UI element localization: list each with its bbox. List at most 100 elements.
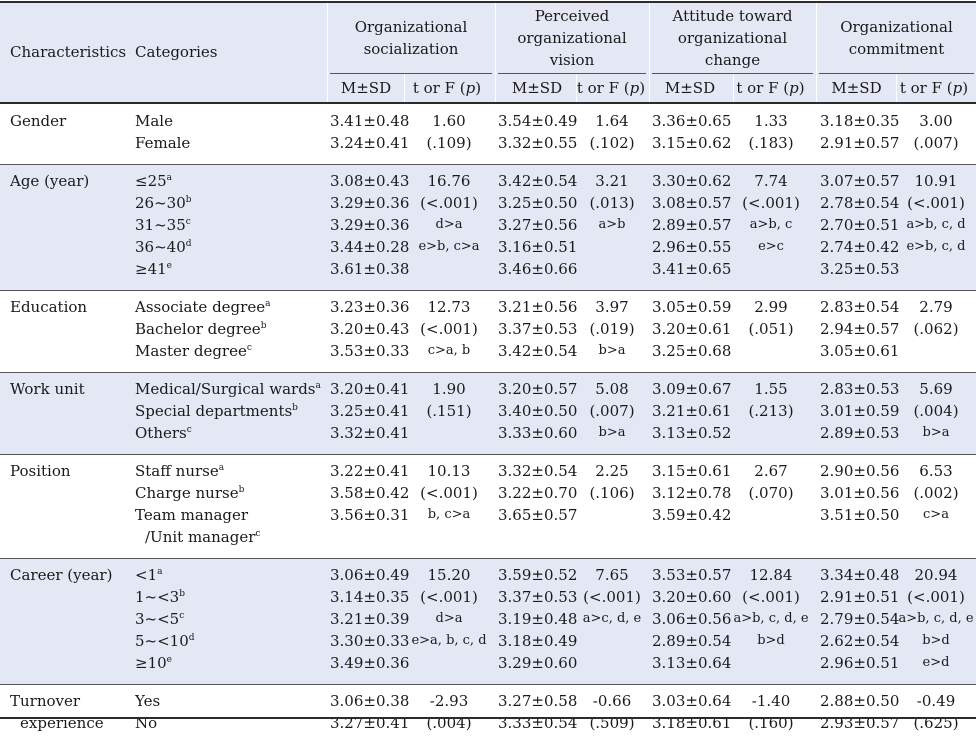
- header-p-label: p: [789, 79, 799, 97]
- category-text: 3~<5: [135, 610, 180, 628]
- section-label: Turnover: [10, 692, 81, 710]
- test-statistic-value: (.062): [913, 320, 959, 338]
- header-group-underline: [498, 73, 646, 74]
- test-statistic-value: d>a: [435, 611, 463, 626]
- mean-sd-value: 3.58±0.42: [330, 484, 410, 502]
- test-statistic-value: (.019): [589, 320, 635, 338]
- test-statistic-value: (<.001): [420, 194, 478, 212]
- mean-sd-value: 3.24±0.41: [330, 134, 410, 152]
- category-label: Staff nursea: [135, 460, 224, 482]
- test-statistic-value: -1.40: [751, 692, 791, 710]
- category-text: <1: [135, 566, 158, 584]
- mean-sd-value: 3.49±0.36: [330, 654, 410, 672]
- section-band: [0, 290, 976, 372]
- mean-sd-value: 3.27±0.58: [498, 692, 578, 710]
- category-label: <1a: [135, 564, 163, 586]
- mean-sd-value: 2.62±0.54: [820, 632, 900, 650]
- mean-sd-value: 3.22±0.41: [330, 462, 410, 480]
- test-statistic-value: (.002): [913, 484, 959, 502]
- header-group-title-line: commitment: [848, 40, 945, 58]
- header-column-divider: [327, 2, 328, 102]
- category-label: No: [135, 712, 157, 734]
- category-superscript: b: [185, 195, 192, 205]
- category-label: 31~35c: [135, 214, 191, 236]
- test-statistic-value: 20.94: [914, 566, 958, 584]
- test-statistic-value: (.007): [913, 134, 959, 152]
- test-statistic-value: c>a, b: [427, 343, 471, 358]
- category-superscript: b: [292, 403, 298, 413]
- header-t-or-f: t or F (p): [400, 77, 494, 99]
- header-paren-close: ): [798, 79, 805, 97]
- test-statistic-value: 1.64: [595, 112, 629, 130]
- section-label: Age (year): [10, 172, 90, 190]
- test-statistic-value: (.106): [589, 484, 635, 502]
- section-divider: [0, 164, 976, 165]
- test-statistic-value: 1.60: [432, 112, 466, 130]
- category-text: Charge nurse: [135, 484, 239, 502]
- test-statistic-value: a>b, c, d: [906, 217, 966, 232]
- mean-sd-value: 3.08±0.57: [652, 194, 732, 212]
- category-label: Othersc: [135, 422, 192, 444]
- header-group-title-line: Organizational: [840, 18, 953, 36]
- category-superscript: c: [185, 217, 191, 227]
- header-paren-close: ): [962, 79, 969, 97]
- test-statistic-value: (.183): [748, 134, 794, 152]
- test-statistic-value: a>c, d, e: [582, 611, 642, 626]
- category-text: ≥41: [135, 260, 167, 278]
- test-statistic-value: e>d: [922, 655, 950, 670]
- section-divider: [0, 290, 976, 291]
- header-t-or-f-label: t or F (: [576, 79, 630, 97]
- mean-sd-value: 3.25±0.50: [498, 194, 578, 212]
- header-paren-close: ): [639, 79, 646, 97]
- category-label: 1~<3b: [135, 586, 185, 608]
- test-statistic-value: 2.67: [754, 462, 788, 480]
- test-statistic-value: e>a, b, c, d: [411, 633, 487, 648]
- mean-sd-value: 3.20±0.57: [498, 380, 578, 398]
- section-label: Work unit: [10, 380, 85, 398]
- mean-sd-value: 3.29±0.60: [498, 654, 578, 672]
- mean-sd-value: 3.13±0.64: [652, 654, 732, 672]
- header-column-divider: [495, 2, 496, 102]
- category-label: Medical/Surgical wardsa: [135, 378, 321, 400]
- mean-sd-value: 3.18±0.49: [498, 632, 578, 650]
- mean-sd-value: 2.96±0.51: [820, 654, 900, 672]
- test-statistic-value: (.102): [589, 134, 635, 152]
- table-bottom-rule: [0, 717, 976, 719]
- section-divider: [0, 558, 976, 559]
- test-statistic-value: b>d: [757, 633, 785, 648]
- category-text: Male: [135, 112, 173, 130]
- header-group-title-line: change: [704, 51, 761, 69]
- test-statistic-value: -0.66: [592, 692, 632, 710]
- mean-sd-value: 2.74±0.42: [820, 238, 900, 256]
- mean-sd-value: 3.25±0.41: [330, 402, 410, 420]
- test-statistic-value: a>b, c, d, e: [733, 611, 809, 626]
- mean-sd-value: 2.70±0.51: [820, 216, 900, 234]
- section-divider: [0, 454, 976, 455]
- test-statistic-value: 3.00: [919, 112, 953, 130]
- mean-sd-value: 3.54±0.49: [498, 112, 578, 130]
- test-statistic-value: e>b, c, d: [906, 239, 966, 254]
- mean-sd-value: 3.25±0.53: [820, 260, 900, 278]
- category-label: Charge nurseb: [135, 482, 244, 504]
- header-t-or-f: t or F (p): [726, 77, 815, 99]
- category-text: 31~35: [135, 216, 186, 234]
- mean-sd-value: 3.46±0.66: [498, 260, 578, 278]
- mean-sd-value: 3.30±0.33: [330, 632, 410, 650]
- mean-sd-value: 3.14±0.35: [330, 588, 410, 606]
- mean-sd-value: 3.25±0.68: [652, 342, 732, 360]
- test-statistic-value: (.004): [426, 714, 472, 732]
- category-label: Bachelor degreeb: [135, 318, 266, 340]
- category-label: 5~<10d: [135, 630, 195, 652]
- category-superscript: d: [188, 633, 195, 643]
- test-statistic-value: (<.001): [742, 588, 800, 606]
- header-subcolumn-divider: [733, 74, 734, 102]
- test-statistic-value: 5.69: [919, 380, 953, 398]
- mean-sd-value: 3.20±0.43: [330, 320, 410, 338]
- mean-sd-value: 2.93±0.57: [820, 714, 900, 732]
- test-statistic-value: (.160): [748, 714, 794, 732]
- mean-sd-value: 2.91±0.57: [820, 134, 900, 152]
- mean-sd-value: 3.22±0.70: [498, 484, 578, 502]
- category-label: 26~30b: [135, 192, 192, 214]
- mean-sd-value: 3.18±0.61: [652, 714, 732, 732]
- test-statistic-value: a>b, c: [749, 217, 793, 232]
